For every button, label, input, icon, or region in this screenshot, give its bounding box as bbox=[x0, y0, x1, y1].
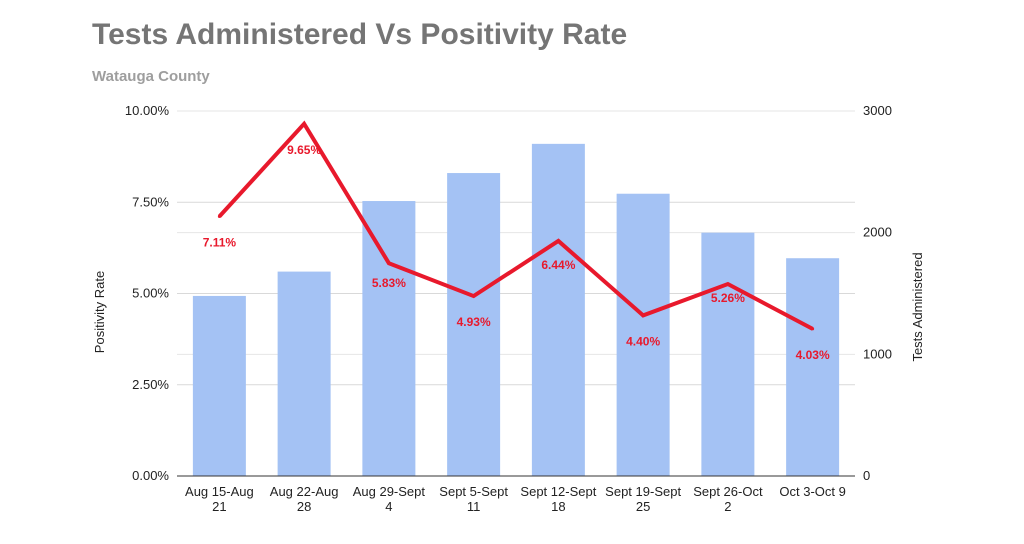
bar bbox=[362, 201, 416, 477]
category-label: Aug 15-Aug bbox=[185, 484, 254, 499]
category-label: Sept 5-Sept bbox=[439, 484, 508, 499]
right-tick-label: 2000 bbox=[863, 225, 892, 240]
left-tick-label: 0.00% bbox=[132, 468, 169, 483]
line-point bbox=[811, 327, 815, 331]
bar bbox=[786, 258, 840, 476]
bar-series bbox=[192, 143, 840, 477]
right-tick-label: 3000 bbox=[863, 103, 892, 118]
data-label: 4.40% bbox=[626, 334, 660, 348]
left-axis-title: Positivity Rate bbox=[92, 271, 107, 353]
chart-title: Tests Administered Vs Positivity Rate bbox=[92, 18, 628, 51]
data-label: 9.65% bbox=[287, 143, 321, 157]
category-label: Sept 12-Sept bbox=[520, 484, 596, 499]
data-label: 6.44% bbox=[541, 258, 575, 272]
bar bbox=[701, 232, 755, 476]
line-path bbox=[217, 120, 814, 331]
category-label: Aug 29-Sept bbox=[353, 484, 426, 499]
left-tick-label: 5.00% bbox=[132, 286, 169, 301]
line-point bbox=[472, 294, 476, 298]
bar bbox=[277, 271, 331, 476]
right-tick-label: 1000 bbox=[863, 346, 892, 361]
category-label: 4 bbox=[385, 499, 392, 514]
bar bbox=[192, 295, 246, 476]
category-label: 25 bbox=[636, 499, 650, 514]
category-label: 21 bbox=[212, 499, 226, 514]
chart-subtitle: Watauga County bbox=[92, 68, 210, 85]
left-tick-label: 10.00% bbox=[125, 103, 170, 118]
line-point bbox=[726, 282, 730, 286]
right-tick-label: 0 bbox=[863, 468, 870, 483]
right-axis-title: Tests Administered bbox=[910, 252, 925, 361]
category-label: Oct 3-Oct 9 bbox=[779, 484, 845, 499]
data-labels: 7.11% 9.65% 5.83% 4.93% 6.44% 4.40% 5.26% 4.03% bbox=[203, 143, 830, 362]
category-label: Aug 22-Aug bbox=[270, 484, 339, 499]
category-label: Sept 19-Sept bbox=[605, 484, 681, 499]
left-tick-label: 7.50% bbox=[132, 194, 169, 209]
line-point bbox=[556, 239, 560, 243]
category-label: 11 bbox=[467, 499, 481, 514]
bar bbox=[616, 193, 670, 476]
category-label: Sept 26-Oct bbox=[693, 484, 763, 499]
data-label: 7.11% bbox=[203, 235, 237, 249]
data-label: 5.83% bbox=[372, 276, 406, 290]
left-tick-label: 2.50% bbox=[132, 377, 169, 392]
line-series bbox=[217, 120, 815, 331]
category-label: 18 bbox=[551, 499, 565, 514]
bar bbox=[531, 143, 585, 476]
axes: 0.00% 2.50% 5.00% 7.50% 10.00% 0 1000 2000 3000 A… bbox=[125, 103, 892, 514]
data-label: 4.93% bbox=[457, 315, 491, 329]
bar bbox=[447, 173, 501, 477]
category-label: 2 bbox=[724, 499, 731, 514]
line-point bbox=[302, 122, 306, 126]
category-label: 28 bbox=[297, 499, 311, 514]
data-label: 5.26% bbox=[711, 291, 745, 305]
line-point bbox=[641, 313, 645, 317]
line-point bbox=[387, 261, 391, 265]
data-label: 4.03% bbox=[796, 348, 830, 362]
line-point bbox=[217, 214, 221, 218]
